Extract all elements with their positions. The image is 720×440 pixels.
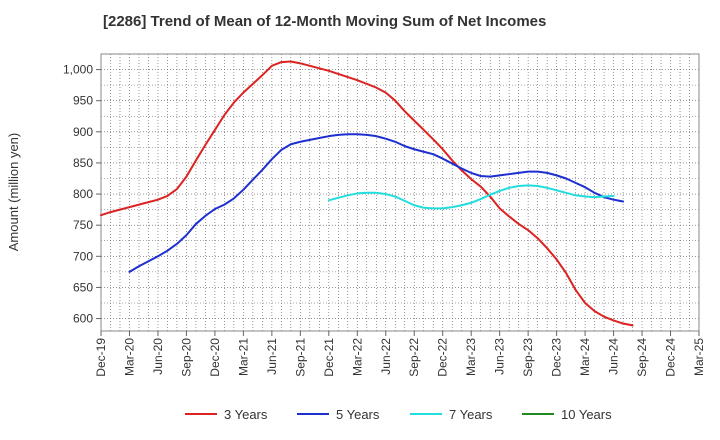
x-tick-label: Jun-24 xyxy=(607,338,621,375)
x-tick-label: Dec-21 xyxy=(322,338,336,377)
x-tick-label: Sep-24 xyxy=(635,338,649,377)
x-tick-label: Sep-23 xyxy=(521,338,535,377)
x-tick-label: Mar-25 xyxy=(692,338,706,376)
x-tick-label: Mar-20 xyxy=(122,338,136,376)
x-tick-label: Sep-22 xyxy=(407,338,421,377)
x-tick-label: Mar-22 xyxy=(350,338,364,376)
x-tick-label: Sep-21 xyxy=(293,338,307,377)
series-line-5-years xyxy=(128,133,625,273)
y-tick-label: 700 xyxy=(73,249,93,263)
x-tick-label: Dec-24 xyxy=(664,338,678,377)
y-tick-label: 900 xyxy=(73,125,93,139)
x-tick-label: Jun-21 xyxy=(265,338,279,375)
legend-label: 7 Years xyxy=(449,407,493,422)
x-tick-label: Dec-20 xyxy=(208,338,222,377)
x-tick-label: Jun-22 xyxy=(379,338,393,375)
y-tick-label: 750 xyxy=(73,218,93,232)
series-layer xyxy=(100,60,634,327)
plot-frame xyxy=(100,53,700,332)
x-tick-label: Mar-21 xyxy=(236,338,250,376)
y-axis-ticks: 600 650 700 750 800 850 900 950 1,000 xyxy=(63,63,101,326)
x-tick-label: Mar-24 xyxy=(578,338,592,376)
y-tick-label: 800 xyxy=(73,187,93,201)
chart-title: [2286] Trend of Mean of 12-Month Moving … xyxy=(103,13,547,30)
series-line-3-years xyxy=(100,60,634,327)
y-tick-label: 1,000 xyxy=(63,63,93,77)
series-line-7-years xyxy=(327,184,615,210)
legend-label: 3 Years xyxy=(224,407,268,422)
x-tick-label: Jun-23 xyxy=(493,338,507,375)
y-tick-label: 600 xyxy=(73,312,93,326)
x-tick-label: Dec-22 xyxy=(436,338,450,377)
grid-layer xyxy=(100,54,700,331)
x-tick-label: Sep-20 xyxy=(179,338,193,377)
y-tick-label: 650 xyxy=(73,280,93,294)
x-tick-label: Jun-20 xyxy=(151,338,165,375)
y-axis-title: Amount (million yen) xyxy=(6,133,21,252)
x-axis-ticks: Dec-19 Mar-20 Jun-20 Sep-20 Dec-20 Mar-21 Jun-… xyxy=(94,331,706,377)
x-tick-label: Dec-23 xyxy=(550,338,564,377)
legend-label: 10 Years xyxy=(561,407,612,422)
x-tick-label: Dec-19 xyxy=(94,338,108,377)
y-tick-label: 850 xyxy=(73,156,93,170)
legend-label: 5 Years xyxy=(336,407,380,422)
legend: 3 Years 5 Years 7 Years 10 Years xyxy=(185,407,612,422)
y-tick-label: 950 xyxy=(73,94,93,108)
x-tick-label: Mar-23 xyxy=(464,338,478,376)
